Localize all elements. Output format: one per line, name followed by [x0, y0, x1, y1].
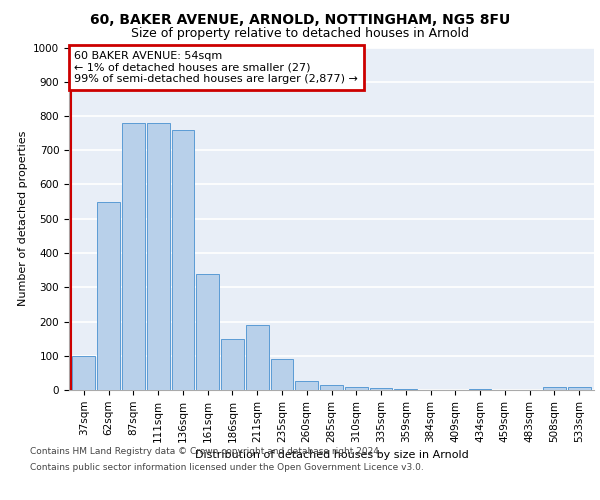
Bar: [196, 274, 219, 390]
Bar: [97, 202, 120, 390]
Bar: [122, 123, 145, 390]
Text: Contains HM Land Registry data © Crown copyright and database right 2024.: Contains HM Land Registry data © Crown c…: [30, 448, 382, 456]
Bar: [469, 389, 491, 390]
Bar: [320, 385, 343, 390]
Bar: [221, 338, 244, 390]
Text: 60 BAKER AVENUE: 54sqm
← 1% of detached houses are smaller (27)
99% of semi-deta: 60 BAKER AVENUE: 54sqm ← 1% of detached …: [74, 51, 358, 84]
Bar: [172, 130, 194, 390]
Bar: [295, 382, 318, 390]
Text: Contains public sector information licensed under the Open Government Licence v3: Contains public sector information licen…: [30, 462, 424, 471]
Bar: [568, 388, 590, 390]
Bar: [345, 388, 368, 390]
Bar: [246, 325, 269, 390]
Bar: [271, 359, 293, 390]
Bar: [543, 386, 566, 390]
Y-axis label: Number of detached properties: Number of detached properties: [17, 131, 28, 306]
X-axis label: Distribution of detached houses by size in Arnold: Distribution of detached houses by size …: [194, 450, 469, 460]
Text: 60, BAKER AVENUE, ARNOLD, NOTTINGHAM, NG5 8FU: 60, BAKER AVENUE, ARNOLD, NOTTINGHAM, NG…: [90, 12, 510, 26]
Bar: [147, 123, 170, 390]
Bar: [370, 388, 392, 390]
Text: Size of property relative to detached houses in Arnold: Size of property relative to detached ho…: [131, 28, 469, 40]
Bar: [394, 389, 417, 390]
Bar: [73, 356, 95, 390]
